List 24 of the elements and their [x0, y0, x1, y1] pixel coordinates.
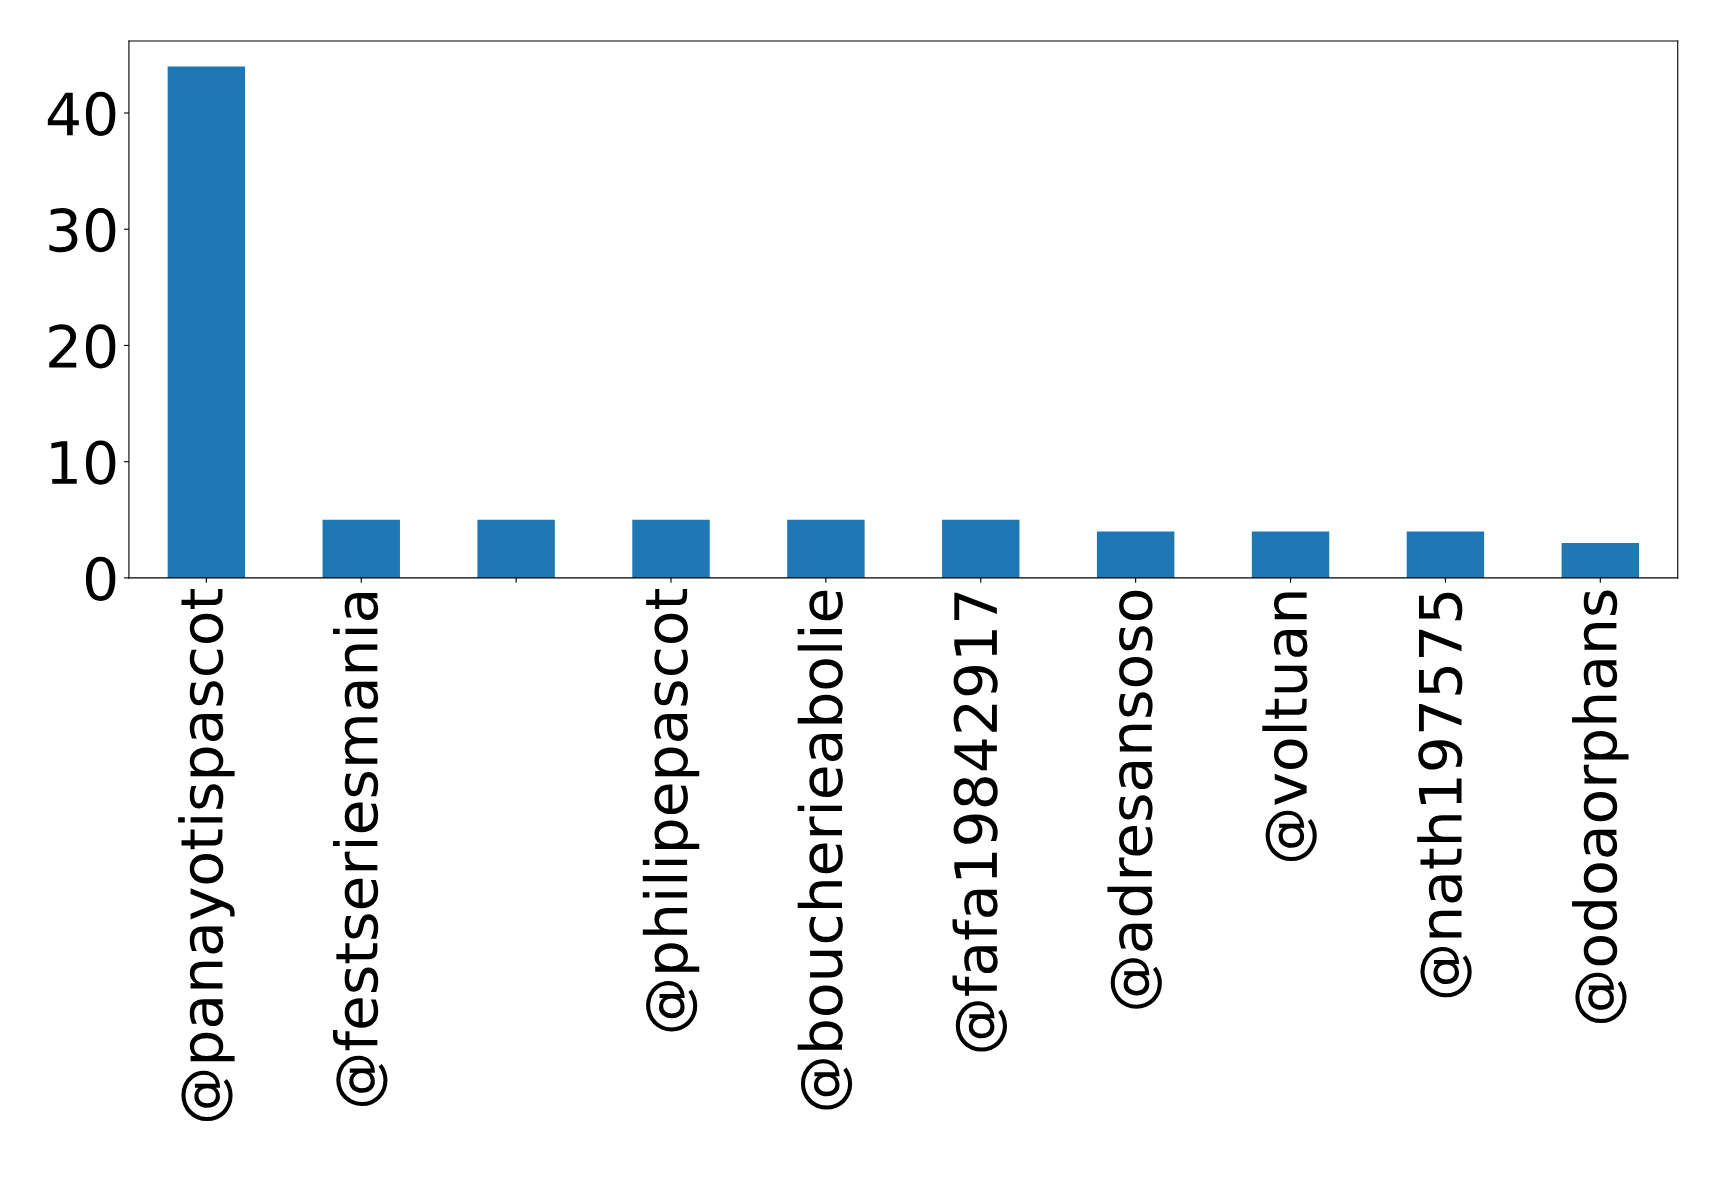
y-tick-label: 0	[85, 556, 116, 601]
y-tick-label: 30	[49, 208, 116, 253]
y-tick-label: 40	[47, 91, 116, 136]
bar	[1251, 531, 1330, 578]
x-tick-label: @nath197575	[1417, 592, 1472, 998]
bar	[477, 519, 555, 578]
bar	[787, 519, 865, 578]
bar	[1561, 543, 1640, 578]
bar	[1096, 531, 1175, 578]
bar	[167, 66, 246, 578]
x-tick-label: @fafa19842917	[952, 592, 1008, 1052]
y-tick-label: 20	[49, 324, 116, 369]
x-tick-label: @odoaorphans	[1572, 590, 1629, 1024]
x-tick-label: @adresansoso	[1107, 590, 1162, 1009]
x-tick-label: @voltuan	[1262, 592, 1317, 862]
bar	[322, 519, 400, 578]
y-tick-label: 10	[51, 440, 116, 485]
x-tick-label: @festseriesmania	[333, 592, 388, 1107]
bar	[632, 519, 710, 578]
x-tick-label: @philipepascot	[642, 589, 700, 1032]
x-tick-label: @boucherieabolie	[797, 590, 853, 1110]
x-tick-label: @panayotispascot	[178, 589, 235, 1122]
bar	[1406, 531, 1485, 578]
bar	[942, 519, 1020, 578]
